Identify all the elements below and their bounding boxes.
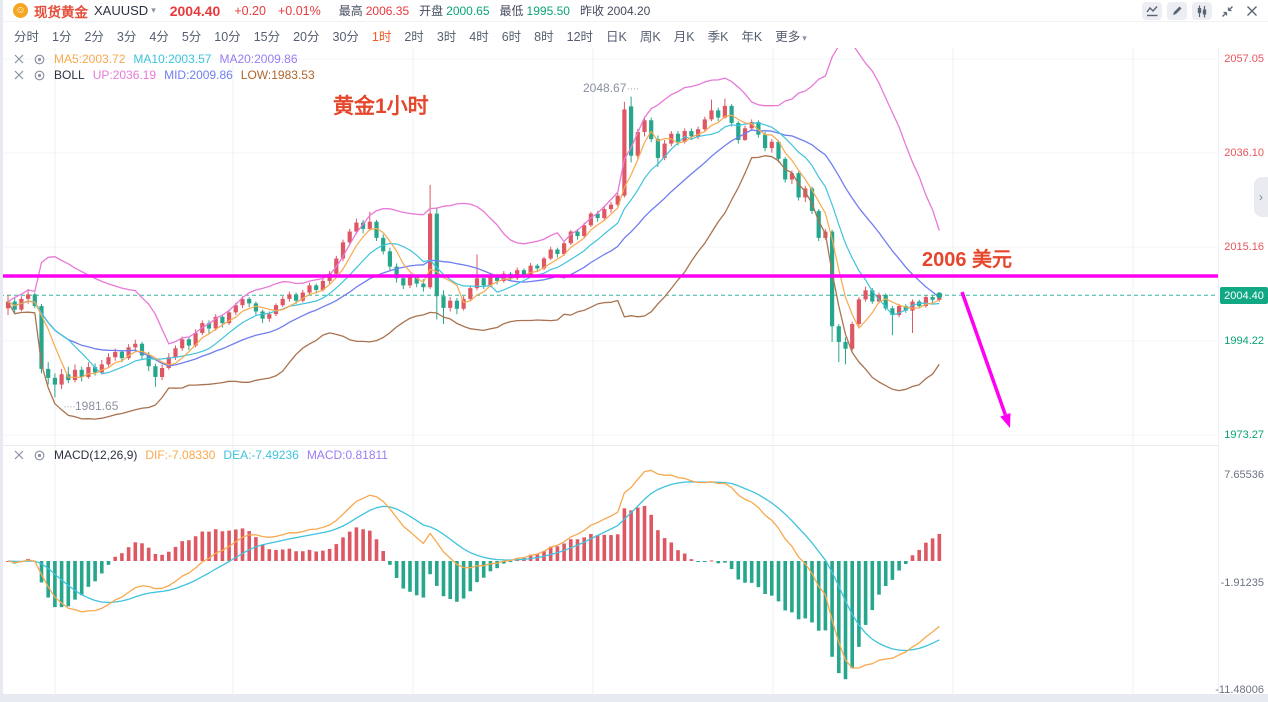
symbol-dropdown-caret-icon[interactable]: ▾ xyxy=(151,5,156,15)
stat-label: 开盘 xyxy=(419,4,444,18)
annotation-level-label: 2006 美元 xyxy=(922,249,1013,271)
timeframe-more-button[interactable]: 更多 ▾ xyxy=(775,26,807,45)
timeframe-季K[interactable]: 季K xyxy=(707,29,729,44)
stat-label: 最低 xyxy=(499,4,524,18)
macd-value-2: MACD:0.81811 xyxy=(306,448,388,462)
axis-label: 2015.16 xyxy=(1224,241,1264,253)
timeframe-5分[interactable]: 5分 xyxy=(181,29,202,44)
chevron-right-icon: › xyxy=(1259,190,1263,204)
close-icon[interactable] xyxy=(1242,2,1262,20)
stat-value: 2004.20 xyxy=(606,3,651,18)
more-label: 更多 xyxy=(775,29,801,44)
axis-label: 2057.05 xyxy=(1224,53,1264,65)
stat-value: 1995.50 xyxy=(526,3,570,18)
timeframe-1分[interactable]: 1分 xyxy=(52,29,72,44)
sidebar-collapse-tab[interactable]: › xyxy=(1254,177,1268,217)
line-chart-icon[interactable] xyxy=(1142,2,1162,20)
symbol-name: 现货黄金 xyxy=(34,4,88,20)
macd-settings-icon[interactable] xyxy=(33,449,46,462)
collapse-arrows-icon[interactable] xyxy=(1217,2,1237,20)
draw-pencil-icon[interactable] xyxy=(1167,2,1187,20)
candlestick-icon[interactable] xyxy=(1192,2,1212,20)
macd-value-1: DEA:-7.49236 xyxy=(223,448,299,462)
timeframe-年K[interactable]: 年K xyxy=(741,29,763,44)
macd-axis-label: -1.91235 xyxy=(1220,577,1264,589)
symbol-ticker: XAUUSD xyxy=(94,3,149,18)
ma-value-1: MA10:2003.57 xyxy=(133,52,212,66)
timeframe-4时[interactable]: 4时 xyxy=(469,29,489,44)
window-bottom-frame xyxy=(0,694,1268,702)
boll-value-1: MID:2009.86 xyxy=(164,68,233,82)
remove-ma-icon[interactable] xyxy=(12,53,25,66)
macd-axis-label: 7.65536 xyxy=(1224,469,1264,481)
timeframe-15分[interactable]: 15分 xyxy=(253,29,281,44)
high-price-label: 2048.67 xyxy=(583,81,638,95)
timeframe-toolbar: 分时 1分 2分 3分 4分 5分 10分 15分 20分 30分 1时 2时 3时 4时 6时 8时 12时日… xyxy=(3,22,1268,48)
daily-stats: 最高 2006.35 开盘 2000.65 最低 1995.50 昨收 2004.20 xyxy=(339,2,661,19)
timeframe-4分[interactable]: 4分 xyxy=(149,29,169,44)
stat-label: 最高 xyxy=(338,4,363,18)
ma-settings-icon[interactable] xyxy=(33,53,46,66)
timeframe-6时[interactable]: 6时 xyxy=(501,29,522,44)
timeframe-月K[interactable]: 月K xyxy=(673,29,695,44)
current-price-badge: 2004.40 xyxy=(1220,287,1268,304)
timeframe-2时[interactable]: 2时 xyxy=(404,29,424,44)
chevron-down-icon: ▾ xyxy=(802,32,807,43)
pane-divider xyxy=(0,445,1218,446)
price-change: +0.20 xyxy=(234,3,266,18)
stat-label: 昨收 xyxy=(579,4,604,18)
boll-settings-icon[interactable] xyxy=(33,69,46,82)
timeframe-8时[interactable]: 8时 xyxy=(534,29,554,44)
gold-coin-icon: ☺ xyxy=(13,3,28,18)
macd-name: MACD(12,26,9) xyxy=(54,448,138,462)
timeframe-分时[interactable]: 分时 xyxy=(14,29,40,44)
ma-value-0: MA5:2003.72 xyxy=(54,52,126,66)
stat-value: 2006.35 xyxy=(365,3,410,18)
quote-header: ☺ 现货黄金 XAUUSD ▾ 2004.40 +0.20 +0.01% 最高 2… xyxy=(3,0,1268,22)
last-price: 2004.40 xyxy=(169,2,221,19)
macd-indicator-pane[interactable] xyxy=(0,445,1218,694)
macd-value-0: DIF:-7.08330 xyxy=(145,448,216,462)
remove-boll-icon[interactable] xyxy=(12,69,25,82)
low-price-label: 1981.65 xyxy=(63,399,118,413)
window-left-frame xyxy=(0,0,3,702)
axis-label: 1994.22 xyxy=(1224,335,1264,347)
ma-legend: MA5:2003.72 MA10:2003.57 MA20:2009.86 xyxy=(12,52,298,66)
timeframe-12时[interactable]: 12时 xyxy=(566,29,594,44)
ma-value-2: MA20:2009.86 xyxy=(219,52,298,66)
timeframe-3分[interactable]: 3分 xyxy=(116,29,137,44)
axis-label: 1973.27 xyxy=(1224,429,1264,441)
boll-name: BOLL xyxy=(54,68,85,82)
timeframe-2分[interactable]: 2分 xyxy=(84,29,104,44)
stat-value: 2000.65 xyxy=(446,3,490,18)
timeframe-周K[interactable]: 周K xyxy=(639,29,661,44)
timeframe-日K[interactable]: 日K xyxy=(606,29,627,44)
boll-value-2: LOW:1983.53 xyxy=(240,68,315,82)
timeframe-30分[interactable]: 30分 xyxy=(332,29,359,44)
timeframe-3时[interactable]: 3时 xyxy=(436,29,457,44)
boll-value-0: UP:2036.19 xyxy=(92,68,157,82)
price-axis: 2057.05 2036.10 2015.16 1994.22 1973.27 7.655… xyxy=(1215,48,1268,696)
window-action-icons xyxy=(1142,2,1262,20)
price-change-percent: +0.01% xyxy=(277,3,321,18)
axis-label: 2036.10 xyxy=(1224,147,1264,159)
annotation-title: 黄金1小时 xyxy=(333,95,429,118)
boll-legend: BOLL UP:2036.19 MID:2009.86 LOW:1983.53 xyxy=(12,68,315,82)
macd-axis-label: -11.48006 xyxy=(1215,684,1264,696)
remove-macd-icon[interactable] xyxy=(12,449,25,462)
timeframe-1时[interactable]: 1时 xyxy=(371,29,392,44)
main-candlestick-pane[interactable] xyxy=(0,48,1218,445)
macd-legend: MACD(12,26,9) DIF:-7.08330 DEA:-7.49236 MAC… xyxy=(12,448,388,462)
timeframe-20分[interactable]: 20分 xyxy=(293,29,320,44)
timeframe-10分[interactable]: 10分 xyxy=(214,29,241,44)
